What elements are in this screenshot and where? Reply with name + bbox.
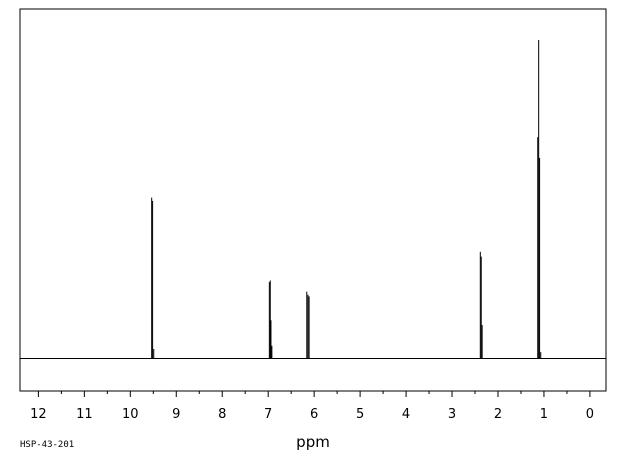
tick-label-3: 3	[448, 407, 456, 422]
tick-label-6: 6	[310, 407, 318, 422]
tick-label-2: 2	[494, 407, 502, 422]
tick-label-11: 11	[76, 407, 93, 422]
tick-label-5: 5	[356, 407, 364, 422]
tick-label-12: 12	[30, 407, 47, 422]
tick-label-7: 7	[264, 407, 272, 422]
sample-id-label: HSP-43-201	[20, 440, 74, 450]
tick-label-4: 4	[402, 407, 410, 422]
x-axis-title: ppm	[296, 433, 330, 451]
x-axis-tick-labels: 12 11 10 9 8 7 6 5 4 3 2 1 0	[30, 407, 594, 422]
tick-label-9: 9	[172, 407, 180, 422]
peak-group	[151, 40, 542, 359]
tick-label-10: 10	[122, 407, 139, 422]
plot-frame	[19, 8, 607, 392]
x-axis-ticks	[37, 391, 591, 397]
tick-label-8: 8	[218, 407, 226, 422]
tick-label-1: 1	[540, 407, 548, 422]
tick-label-0: 0	[586, 407, 594, 422]
